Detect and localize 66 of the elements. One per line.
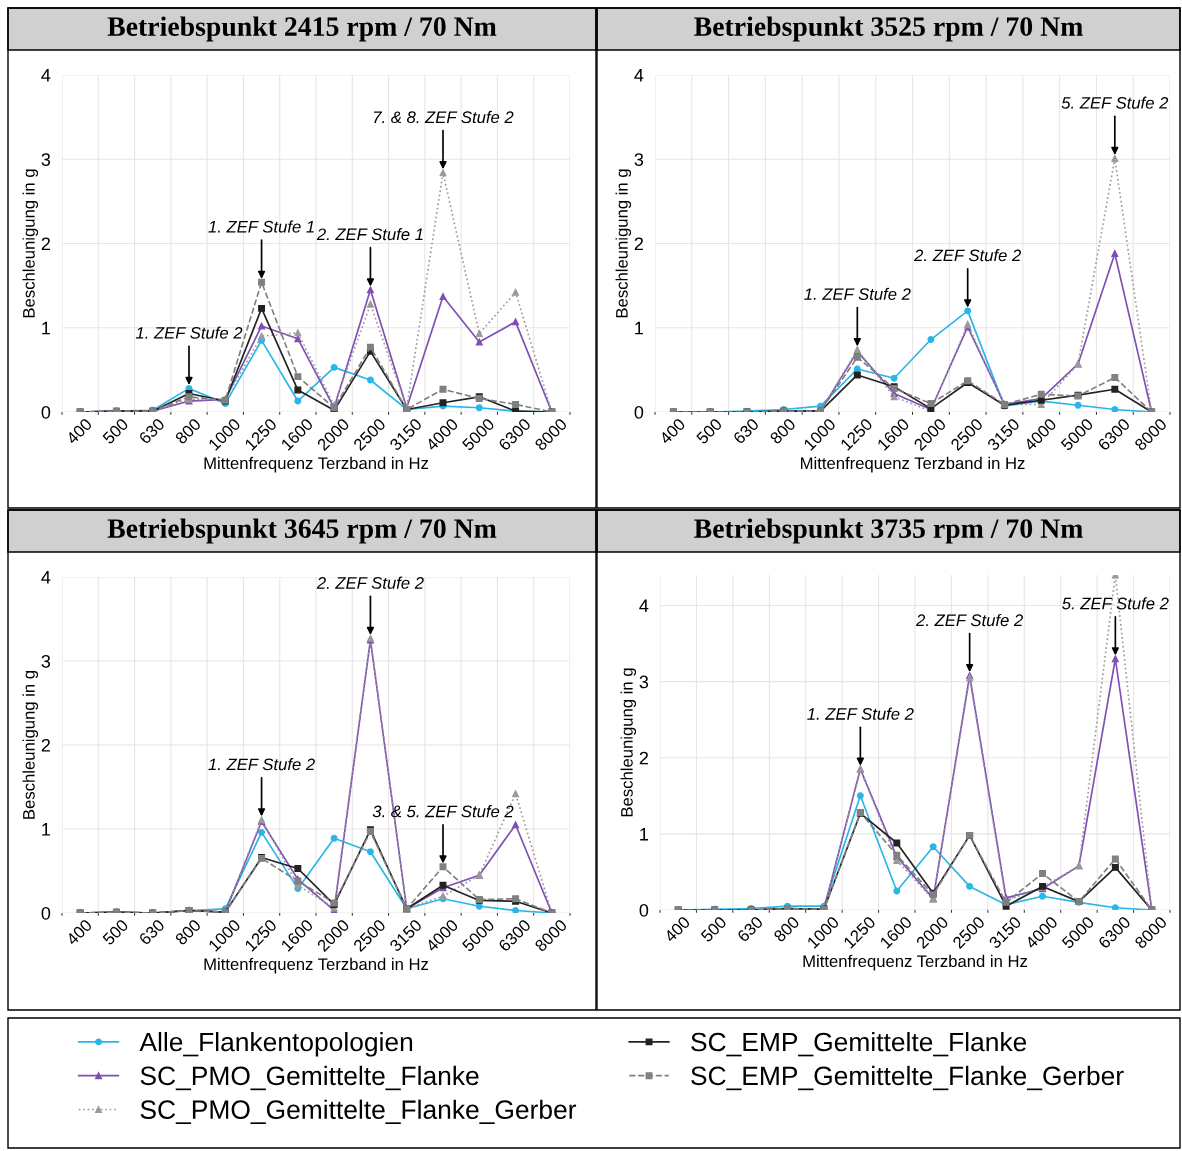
- x-tick-label: 500: [700, 915, 728, 943]
- x-axis-title: Mittenfrequenz Terzband in Hz: [204, 957, 429, 974]
- annotation: 1. ZEF Stufe 1: [208, 220, 314, 233]
- x-tick-label: 400: [663, 915, 691, 943]
- x-tick-label: 400: [65, 918, 93, 946]
- annotation: 3. & 5. ZEF Stufe 2: [372, 805, 514, 818]
- annotation: 1. ZEF Stufe 2: [208, 758, 315, 771]
- y-tick-label: 4: [41, 69, 51, 82]
- y-axis-title: Beschleunigung in g: [620, 668, 637, 817]
- annotation: 5. ZEF Stufe 2: [1061, 96, 1169, 109]
- y-tick-label: 1: [42, 321, 51, 335]
- y-axis-title: Beschleunigung in g: [22, 671, 39, 819]
- x-tick-label: 630: [736, 915, 764, 943]
- legend-label: SC_EMP_Gemittelte_Flanke: [691, 1031, 1027, 1057]
- annotation: 7. & 8. ZEF Stufe 2: [374, 110, 514, 124]
- x-axis-title: Mittenfrequenz Terzband in Hz: [803, 954, 1028, 971]
- y-tick-label: 1: [635, 321, 644, 335]
- y-tick-label: 4: [41, 571, 51, 584]
- y-tick-label: 1: [42, 823, 51, 836]
- chart-title: Betriebspunkt 3645 rpm / 70 Nm: [107, 518, 497, 544]
- y-tick-label: 3: [634, 153, 644, 166]
- annotation: 2. ZEF Stufe 1: [316, 227, 423, 241]
- y-tick-label: 0: [639, 903, 649, 917]
- x-tick-label: 400: [65, 417, 93, 445]
- annotation: 2. ZEF Stufe 2: [915, 613, 1023, 627]
- x-tick-label: 800: [769, 417, 797, 445]
- annotation: 2. ZEF Stufe 2: [316, 576, 424, 589]
- x-tick-label: 500: [101, 918, 129, 946]
- y-axis-title: Beschleunigung in g: [615, 169, 632, 318]
- x-tick-label: 400: [658, 417, 686, 445]
- y-tick-label: 3: [639, 675, 649, 689]
- y-axis-title: Beschleunigung in g: [22, 169, 39, 318]
- chart-title: Betriebspunkt 3735 rpm / 70 Nm: [694, 518, 1083, 544]
- y-tick-label: 1: [640, 827, 649, 841]
- x-tick-label: 800: [174, 918, 202, 946]
- y-tick-label: 4: [639, 599, 649, 612]
- y-tick-label: 0: [41, 405, 51, 419]
- annotation: 1. ZEF Stufe 2: [804, 287, 911, 301]
- y-tick-label: 2: [639, 751, 648, 765]
- x-tick-label: 800: [773, 915, 801, 943]
- annotation: 1. ZEF Stufe 2: [135, 326, 243, 339]
- x-tick-label: 500: [695, 417, 723, 445]
- y-tick-label: 0: [41, 906, 51, 920]
- y-tick-label: 3: [41, 654, 51, 668]
- chart-title: Betriebspunkt 3525 rpm / 70 Nm: [694, 16, 1083, 42]
- chart-title: Betriebspunkt 2415 rpm / 70 Nm: [107, 16, 497, 42]
- legend-label: SC_PMO_Gemittelte_Flanke: [140, 1065, 479, 1091]
- y-tick-label: 4: [634, 69, 644, 82]
- y-tick-label: 2: [41, 738, 50, 752]
- y-tick-label: 3: [41, 153, 51, 166]
- x-tick-label: 630: [732, 417, 760, 445]
- legend-label: Alle_Flankentopologien: [139, 1031, 413, 1057]
- x-tick-label: 630: [138, 918, 166, 946]
- x-tick-label: 630: [138, 417, 166, 445]
- x-axis-title: Mittenfrequenz Terzband in Hz: [801, 456, 1025, 473]
- annotation: 2. ZEF Stufe 2: [914, 249, 1022, 262]
- y-tick-label: 2: [41, 237, 50, 251]
- legend-label: SC_EMP_Gemittelte_Flanke_Gerber: [691, 1065, 1124, 1091]
- legend-label: SC_PMO_Gemittelte_Flanke_Gerber: [140, 1099, 577, 1125]
- y-tick-label: 0: [634, 405, 644, 419]
- x-tick-label: 800: [174, 417, 202, 445]
- annotation: 1. ZEF Stufe 2: [807, 707, 914, 720]
- x-tick-label: 500: [101, 417, 129, 445]
- x-axis-title: Mittenfrequenz Terzband in Hz: [204, 456, 429, 473]
- y-tick-label: 2: [634, 237, 643, 251]
- annotation: 5. ZEF Stufe 2: [1062, 597, 1169, 610]
